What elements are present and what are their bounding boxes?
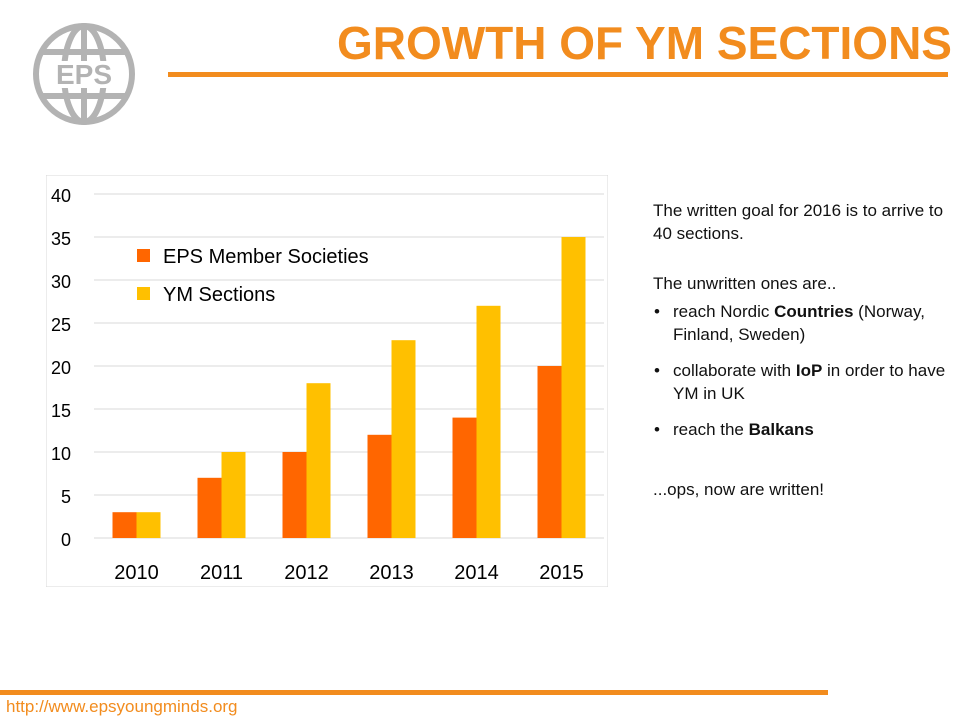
- y-tick-label: 10: [51, 444, 71, 464]
- legend-label: YM Sections: [163, 284, 275, 306]
- goal-list: reach Nordic Countries (Norway, Finland,…: [653, 300, 953, 441]
- y-tick-label: 35: [51, 229, 71, 249]
- bar-member-societies: [452, 417, 477, 538]
- y-tick-label: 20: [51, 358, 71, 378]
- bar-member-societies: [197, 477, 222, 538]
- bar-ym-sections: [136, 512, 161, 538]
- goal-item: collaborate with IoP in order to have YM…: [653, 359, 953, 405]
- bar-member-societies: [367, 434, 392, 538]
- bar-ym-sections: [221, 452, 246, 538]
- y-tick-label: 15: [51, 401, 71, 421]
- bar-member-societies: [112, 512, 137, 538]
- x-tick-label: 2013: [369, 562, 414, 584]
- y-tick-label: 25: [51, 315, 71, 335]
- unwritten-heading: The unwritten ones are..: [653, 274, 837, 293]
- written-note: ...ops, now are written!: [653, 480, 825, 499]
- legend-swatch: [137, 249, 150, 262]
- side-notes: The written goal for 2016 is to arrive t…: [653, 199, 953, 501]
- x-tick-label: 2010: [114, 562, 159, 584]
- bar-member-societies: [537, 366, 562, 538]
- bar-ym-sections: [561, 237, 586, 538]
- x-tick-label: 2011: [200, 562, 243, 584]
- bar-ym-sections: [476, 305, 501, 538]
- y-tick-label: 5: [61, 487, 71, 507]
- eps-logo: EPS: [33, 23, 135, 125]
- growth-bar-chart: 0 5 10 15 20 25 30 35 40 2010 2011 2012 2013 2014 2015…: [46, 175, 608, 587]
- x-tick-label: 2015: [539, 562, 584, 584]
- bar-ym-sections: [391, 340, 416, 538]
- y-tick-label: 40: [51, 186, 71, 206]
- goal-item: reach Nordic Countries (Norway, Finland,…: [653, 300, 953, 346]
- goal-text: The written goal for 2016 is to arrive t…: [653, 201, 944, 243]
- eps-logo-text: EPS: [56, 59, 112, 90]
- x-tick-label: 2012: [284, 562, 329, 584]
- footer-link[interactable]: http://www.epsyoungminds.org: [6, 697, 238, 716]
- footer-divider: [0, 690, 828, 695]
- x-tick-label: 2014: [454, 562, 499, 584]
- y-tick-label: 0: [61, 530, 71, 550]
- goal-item: reach the Balkans: [653, 418, 953, 441]
- bar-ym-sections: [306, 383, 331, 538]
- legend-swatch: [137, 287, 150, 300]
- bar-member-societies: [282, 452, 307, 538]
- page-title: GROWTH OF YM SECTIONS: [336, 17, 952, 69]
- y-tick-label: 30: [51, 272, 71, 292]
- title-divider: [168, 72, 948, 77]
- legend-label: EPS Member Societies: [163, 246, 369, 268]
